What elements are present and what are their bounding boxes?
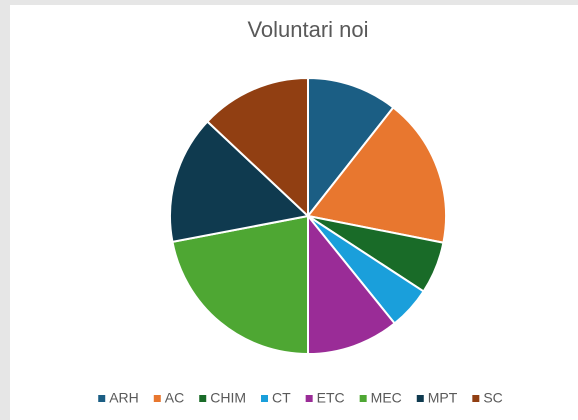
pie-slice [307, 213, 397, 356]
legend-swatch [98, 395, 106, 402]
pie-slice [306, 106, 447, 244]
legend-swatch [472, 395, 480, 402]
legend-label: ETC [317, 390, 345, 406]
pie-slice [169, 120, 311, 244]
legend-label: SC [483, 390, 502, 406]
legend-label: MPT [428, 390, 458, 406]
chart-title: Voluntari noi [247, 17, 368, 42]
legend-swatch [153, 395, 161, 402]
legend-swatch [261, 395, 269, 402]
pie-slice [205, 76, 309, 219]
pie-slice [307, 76, 395, 219]
legend-swatch [199, 395, 207, 402]
legend-label: AC [165, 390, 184, 406]
legend-swatch [416, 395, 424, 402]
legend-swatch [359, 395, 367, 402]
legend-label: CHIM [210, 390, 246, 406]
legend-swatch [305, 395, 313, 402]
legend-label: CT [272, 390, 291, 406]
legend-label: ARH [109, 390, 139, 406]
legend-label: MEC [371, 390, 402, 406]
pie-slice [171, 214, 309, 356]
